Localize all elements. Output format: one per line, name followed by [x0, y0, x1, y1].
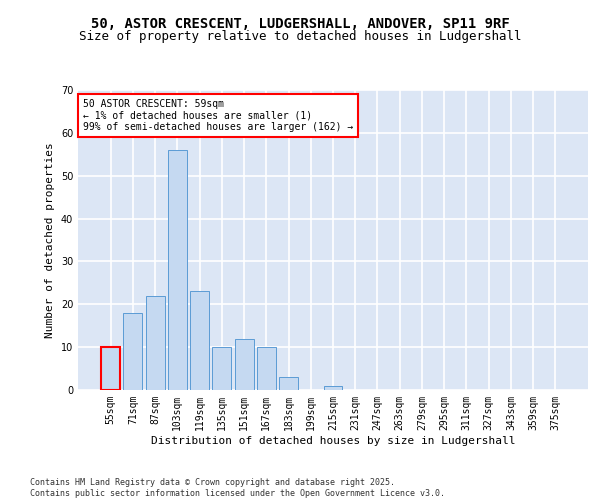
Bar [146, 296, 164, 390]
Bar [235, 338, 254, 390]
Bar [212, 347, 231, 390]
Text: Contains HM Land Registry data © Crown copyright and database right 2025.
Contai: Contains HM Land Registry data © Crown c… [30, 478, 445, 498]
Y-axis label: Number of detached properties: Number of detached properties [45, 142, 55, 338]
Text: Size of property relative to detached houses in Ludgershall: Size of property relative to detached ho… [79, 30, 521, 43]
Text: 50, ASTOR CRESCENT, LUDGERSHALL, ANDOVER, SP11 9RF: 50, ASTOR CRESCENT, LUDGERSHALL, ANDOVER… [91, 18, 509, 32]
Bar [257, 347, 276, 390]
Bar [323, 386, 343, 390]
Bar [124, 313, 142, 390]
Bar [190, 292, 209, 390]
Bar [101, 347, 120, 390]
Bar [279, 377, 298, 390]
Text: 50 ASTOR CRESCENT: 59sqm
← 1% of detached houses are smaller (1)
99% of semi-det: 50 ASTOR CRESCENT: 59sqm ← 1% of detache… [83, 99, 353, 132]
Bar [168, 150, 187, 390]
X-axis label: Distribution of detached houses by size in Ludgershall: Distribution of detached houses by size … [151, 436, 515, 446]
